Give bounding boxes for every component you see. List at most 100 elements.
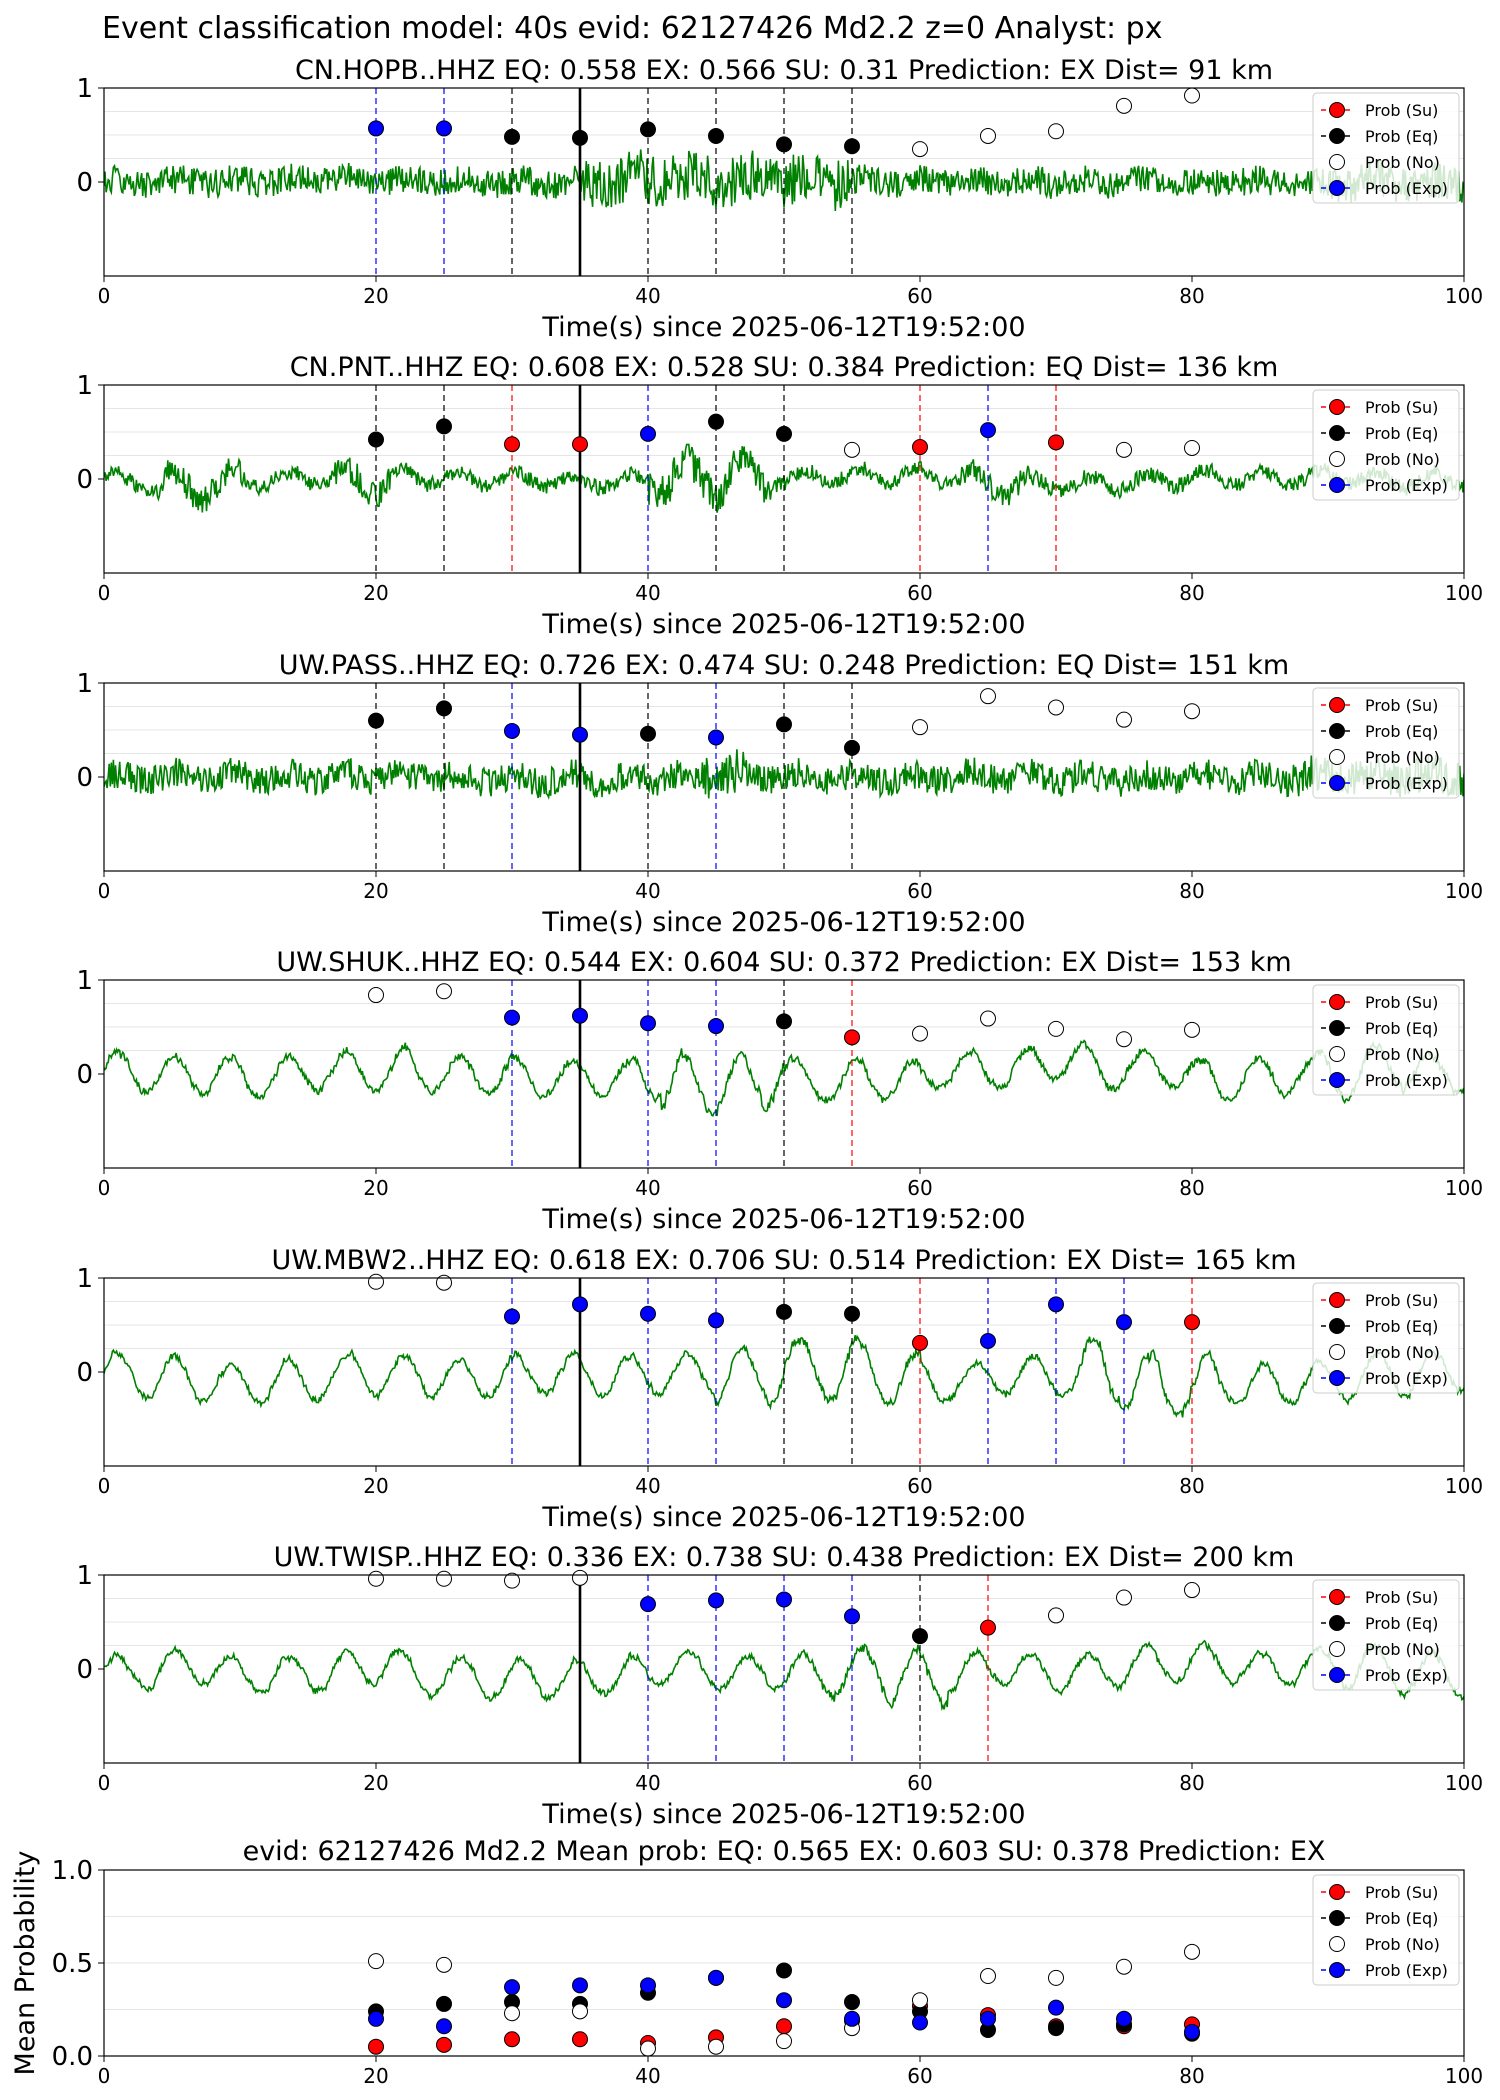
- prob-point-exp: [708, 729, 724, 746]
- x-tick-label: 0: [98, 879, 111, 903]
- x-tick-label: 0: [98, 1474, 111, 1498]
- x-tick-label: 40: [635, 581, 660, 605]
- x-tick-label: 60: [907, 1771, 932, 1795]
- prob-point-no: [844, 441, 860, 458]
- legend-marker-no: [1329, 1344, 1345, 1360]
- mean-point-no: [1116, 1958, 1132, 1975]
- panel-title: CN.PNT..HHZ EQ: 0.608 EX: 0.528 SU: 0.38…: [290, 352, 1279, 383]
- x-axis-label: Time(s) since 2025-06-12T19:52:00: [541, 907, 1025, 938]
- y-tick-label: 1: [76, 1561, 93, 1591]
- mean-point-exp: [1116, 2010, 1132, 2027]
- waveform-trace: [104, 1639, 1464, 1712]
- prob-point-no: [572, 1569, 588, 1586]
- legend-frame: [1312, 1282, 1460, 1394]
- mean-point-exp: [776, 1992, 792, 2009]
- prob-point-eq: [776, 716, 792, 733]
- legend-marker-eq: [1329, 723, 1345, 739]
- x-tick-label: 0: [98, 2064, 111, 2088]
- x-tick-label: 20: [363, 879, 388, 903]
- x-tick-label: 60: [907, 879, 932, 903]
- prob-point-no: [1184, 1021, 1200, 1038]
- figure-title: Event classification model: 40s evid: 62…: [102, 11, 1162, 46]
- prob-point-eq: [368, 712, 384, 729]
- legend-marker-exp: [1329, 1072, 1345, 1088]
- legend-marker-exp: [1329, 477, 1345, 493]
- prob-point-exp: [980, 422, 996, 439]
- x-tick-label: 40: [635, 1474, 660, 1498]
- prob-point-no: [504, 1572, 520, 1589]
- x-tick-label: 80: [1179, 284, 1204, 308]
- x-tick-label: 20: [363, 2064, 388, 2088]
- prob-point-eq: [912, 1628, 928, 1645]
- prob-point-no: [1116, 441, 1132, 458]
- x-tick-label: 60: [907, 1474, 932, 1498]
- waveform-trace: [104, 149, 1464, 212]
- legend-marker-su: [1329, 102, 1345, 118]
- mean-point-eq: [844, 1994, 860, 2011]
- prob-point-exp: [504, 1308, 520, 1325]
- mean-point-exp: [1184, 2023, 1200, 2040]
- legend-label-eq: Prob (Eq): [1365, 1019, 1438, 1038]
- legend-label-no: Prob (No): [1365, 1935, 1440, 1954]
- mean-point-exp: [980, 2010, 996, 2027]
- waveform-trace: [104, 1039, 1464, 1117]
- prob-point-no: [980, 1010, 996, 1027]
- station-panel: 0 20 40 60 80 100 1 0 UW.SHUK..HHZ EQ: 0.544 EX:…: [76, 947, 1483, 1235]
- x-tick-label: 100: [1445, 2064, 1483, 2088]
- x-axis-label: Time(s) since 2025-06-12T19:52:00: [541, 609, 1025, 640]
- x-tick-label: 100: [1445, 581, 1483, 605]
- x-tick-label: 40: [635, 1176, 660, 1200]
- legend-label-exp: Prob (Exp): [1365, 1961, 1448, 1980]
- mean-point-exp: [640, 1977, 656, 1994]
- prob-point-no: [368, 1570, 384, 1587]
- mean-point-su: [572, 2031, 588, 2048]
- legend-marker-su: [1329, 697, 1345, 713]
- prob-point-eq: [776, 1013, 792, 1030]
- legend-label-su: Prob (Su): [1365, 1588, 1438, 1607]
- x-tick-label: 80: [1179, 1474, 1204, 1498]
- x-tick-label: 80: [1179, 581, 1204, 605]
- prob-point-exp: [640, 1305, 656, 1322]
- prob-point-no: [1184, 1582, 1200, 1599]
- prob-point-no: [980, 688, 996, 705]
- y-axis-label: Mean Probability: [10, 1851, 41, 2076]
- legend-marker-eq: [1329, 1615, 1345, 1631]
- x-axis-label: Time(s) since 2025-06-12T19:52:00: [541, 312, 1025, 343]
- mean-point-su: [368, 2038, 384, 2055]
- legend-marker-no: [1329, 154, 1345, 170]
- panel-title: UW.MBW2..HHZ EQ: 0.618 EX: 0.706 SU: 0.5…: [271, 1245, 1296, 1276]
- legend-label-no: Prob (No): [1365, 1640, 1440, 1659]
- legend-marker-exp: [1329, 1667, 1345, 1683]
- legend-marker-exp: [1329, 180, 1345, 196]
- y-tick-label: 0: [76, 1060, 93, 1090]
- legend-marker-exp: [1329, 1370, 1345, 1386]
- prob-point-exp: [368, 120, 384, 137]
- x-tick-label: 40: [635, 879, 660, 903]
- prob-point-no: [368, 987, 384, 1004]
- x-tick-label: 100: [1445, 1176, 1483, 1200]
- legend-frame: [1312, 687, 1460, 799]
- mean-point-su: [504, 2031, 520, 2048]
- prob-point-no: [1048, 123, 1064, 140]
- prob-point-exp: [640, 1596, 656, 1613]
- prob-point-no: [980, 127, 996, 144]
- prob-point-no: [912, 141, 928, 158]
- mean-point-exp: [844, 2010, 860, 2027]
- prob-point-eq: [844, 1305, 860, 1322]
- x-tick-label: 20: [363, 1474, 388, 1498]
- y-tick-label: 0.0: [52, 2042, 93, 2072]
- prob-point-su: [912, 439, 928, 456]
- prob-point-exp: [572, 1296, 588, 1313]
- x-tick-label: 0: [98, 1771, 111, 1795]
- prob-point-exp: [1048, 1296, 1064, 1313]
- mean-point-exp: [1048, 1999, 1064, 2016]
- prob-point-eq: [640, 121, 656, 138]
- prob-point-no: [1184, 703, 1200, 720]
- panel-title: UW.TWISP..HHZ EQ: 0.336 EX: 0.738 SU: 0.…: [274, 1542, 1295, 1573]
- prob-point-su: [844, 1029, 860, 1046]
- legend-label-su: Prob (Su): [1365, 101, 1438, 120]
- legend-marker-no: [1329, 1936, 1345, 1952]
- legend-frame: [1312, 1579, 1460, 1691]
- prob-point-no: [912, 1025, 928, 1042]
- legend-marker-no: [1329, 451, 1345, 467]
